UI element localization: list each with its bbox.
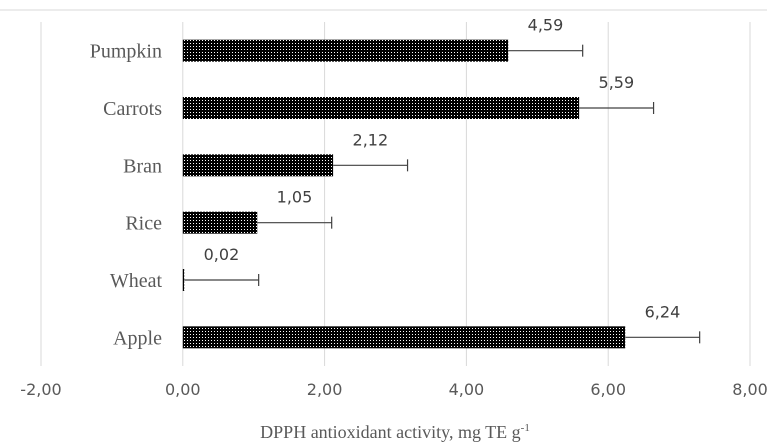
category-label: Carrots — [103, 98, 162, 120]
x-tick-label: 0,00 — [165, 380, 201, 399]
data-label: 4,59 — [528, 16, 564, 35]
x-tick-label: 2,00 — [307, 380, 343, 399]
x-tick-label: -2,00 — [20, 380, 61, 399]
category-label: Wheat — [110, 270, 163, 292]
data-labels: 4,59 5,59 2,12 1,05 0,02 6,24 — [204, 16, 681, 322]
bar-wheat — [182, 269, 185, 291]
bar-pumpkin — [182, 39, 509, 62]
data-label: 2,12 — [353, 130, 389, 149]
bar-apple — [182, 326, 626, 349]
x-tick-labels: -2,00 0,00 2,00 4,00 6,00 8,00 — [20, 380, 767, 399]
bar-bran — [182, 154, 334, 177]
bar-rice — [182, 211, 258, 234]
category-label: Rice — [125, 213, 162, 235]
x-tick-label: 6,00 — [590, 380, 626, 399]
x-tick-label: 4,00 — [449, 380, 485, 399]
data-label: 0,02 — [204, 245, 240, 264]
bars — [182, 39, 626, 349]
category-labels: Pumpkin Carrots Bran Rice Wheat Apple — [90, 41, 163, 350]
data-label: 6,24 — [645, 302, 681, 321]
category-label: Bran — [123, 155, 162, 177]
x-tick-label: 8,00 — [732, 380, 767, 399]
error-bars — [184, 44, 701, 344]
data-label: 5,59 — [599, 73, 635, 92]
x-axis-title: DPPH antioxidant activity, mg TE g-1 — [260, 422, 530, 442]
grid-lines — [40, 22, 751, 366]
category-label: Pumpkin — [90, 41, 162, 63]
category-label: Apple — [113, 327, 162, 349]
data-label: 1,05 — [277, 188, 313, 207]
bar-carrots — [182, 97, 580, 119]
